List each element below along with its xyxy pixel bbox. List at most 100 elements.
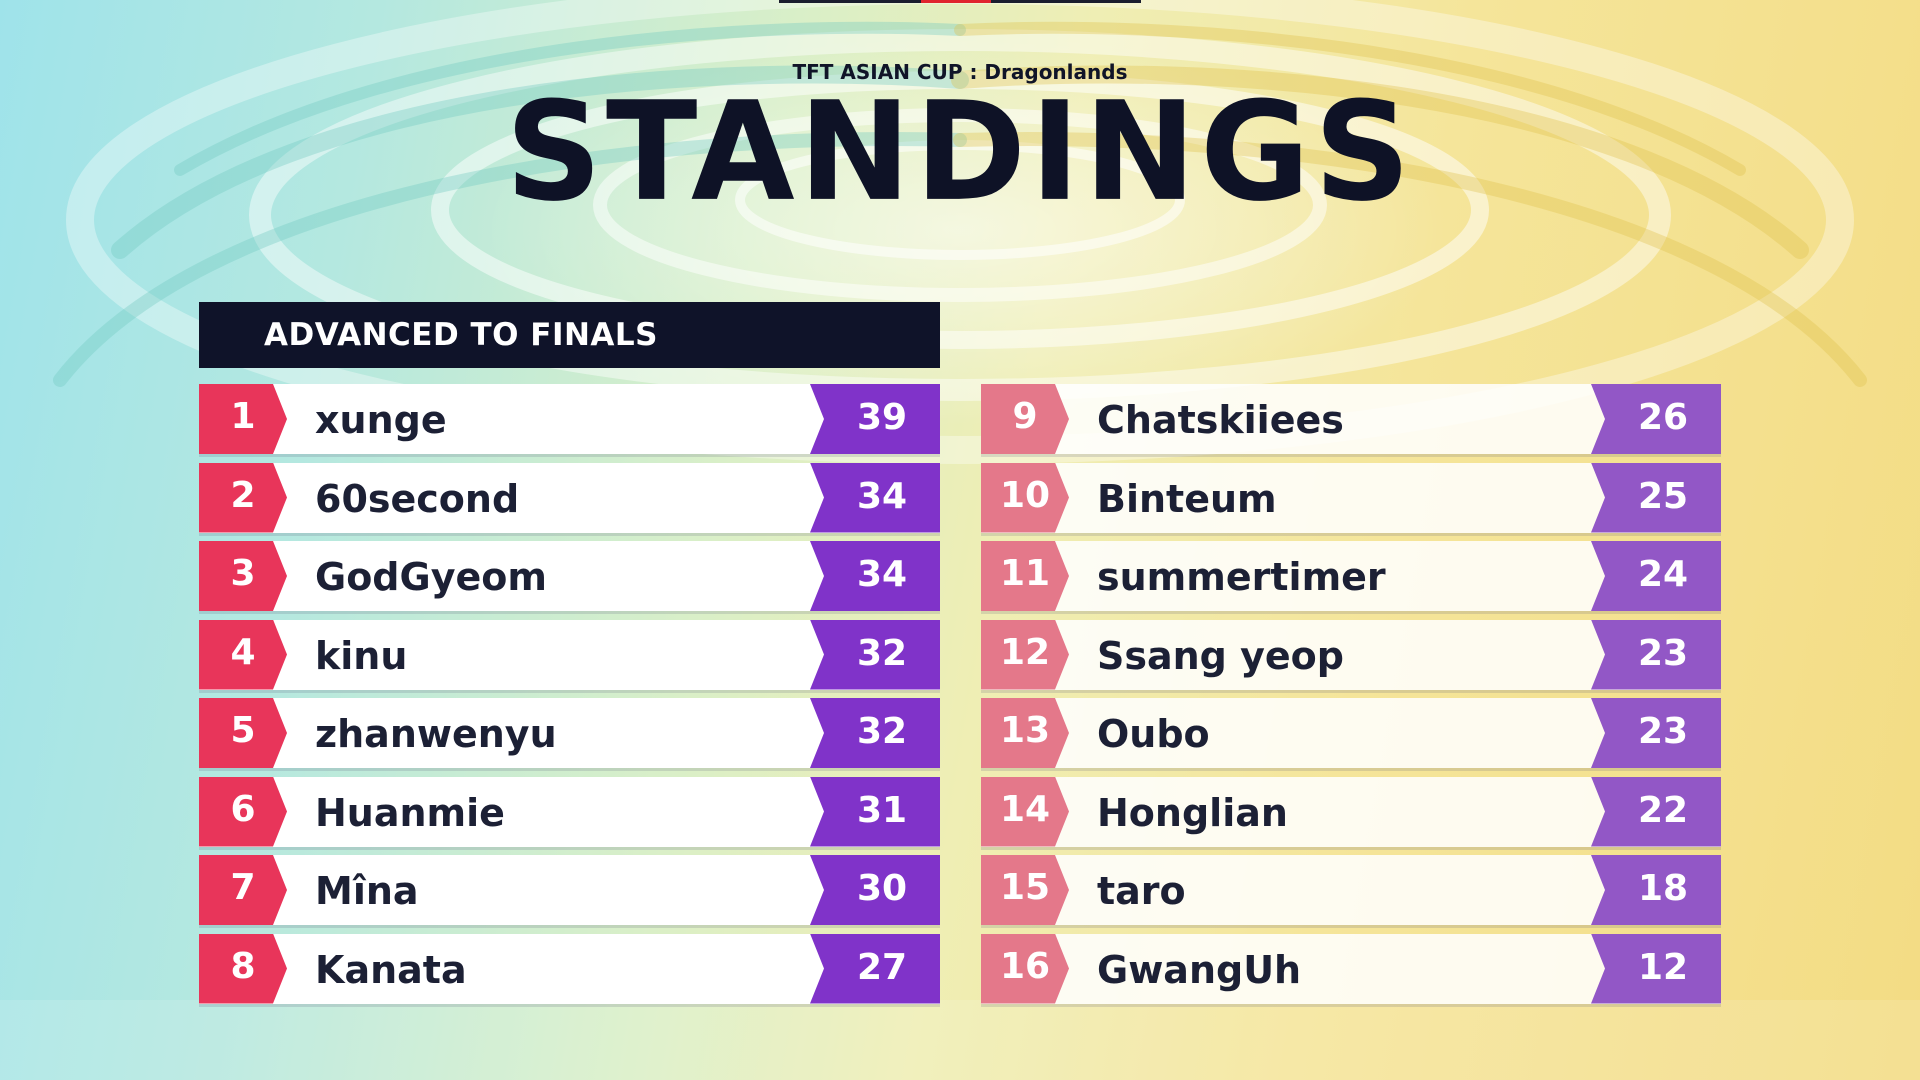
- points-value: 25: [1637, 475, 1689, 517]
- standing-row: 5 zhanwenyu 32: [199, 698, 940, 771]
- points-badge: 39: [810, 384, 940, 454]
- points-badge: 32: [810, 698, 940, 768]
- points-value: 23: [1637, 632, 1689, 674]
- standing-row: 4 kinu 32: [199, 619, 940, 693]
- rank-number: 7: [230, 867, 256, 908]
- rank-badge: 4: [199, 619, 287, 690]
- rank-number: 14: [999, 788, 1051, 830]
- points-value: 32: [856, 632, 908, 674]
- rank-badge: 13: [981, 698, 1069, 768]
- player-name: Kanata: [315, 947, 467, 992]
- rank-badge: 7: [199, 855, 287, 925]
- player-name: GwangUh: [1097, 947, 1302, 992]
- rank-badge: 16: [981, 933, 1069, 1004]
- points-badge: 12: [1591, 933, 1721, 1004]
- player-name: Huanmie: [315, 790, 505, 835]
- player-name: 60second: [315, 476, 520, 521]
- standing-row: 7 Mîna 30: [199, 855, 940, 928]
- points-value: 39: [856, 397, 908, 438]
- points-value: 24: [1637, 554, 1689, 595]
- standing-row: 14 Honglian 22: [981, 776, 1721, 850]
- event-subtitle: TFT ASIAN CUP : Dragonlands: [792, 60, 1128, 84]
- player-name: taro: [1097, 869, 1186, 913]
- standing-row: 6 Huanmie 31: [199, 776, 940, 850]
- standing-row: 16 GwangUh 12: [981, 933, 1721, 1007]
- rank-badge: 15: [981, 855, 1069, 925]
- points-value: 22: [1637, 789, 1689, 831]
- rank-number: 3: [230, 553, 256, 594]
- points-value: 34: [856, 475, 908, 517]
- points-badge: 23: [1591, 619, 1721, 690]
- points-value: 31: [856, 789, 908, 831]
- standing-row: 13 Oubo 23: [981, 698, 1721, 771]
- points-badge: 34: [810, 462, 940, 533]
- points-badge: 18: [1591, 855, 1721, 925]
- player-name: Ssang yeop: [1097, 633, 1344, 678]
- player-name: Binteum: [1097, 476, 1277, 521]
- player-name: zhanwenyu: [315, 712, 557, 756]
- player-name: kinu: [315, 633, 408, 678]
- advanced-to-finals-header: ADVANCED TO FINALS: [199, 302, 940, 368]
- points-badge: 30: [810, 855, 940, 925]
- player-name: Oubo: [1097, 712, 1210, 756]
- player-name: Chatskiiees: [1097, 398, 1344, 442]
- points-badge: 32: [810, 619, 940, 690]
- standing-row: 1 xunge 39: [199, 384, 940, 457]
- points-value: 12: [1637, 946, 1689, 988]
- rank-badge: 11: [981, 541, 1069, 611]
- rank-number: 1: [230, 396, 256, 437]
- points-badge: 34: [810, 541, 940, 611]
- player-name: Mîna: [315, 869, 419, 913]
- rank-number: 6: [230, 788, 256, 830]
- points-badge: 26: [1591, 384, 1721, 454]
- player-name: xunge: [315, 398, 447, 442]
- rank-badge: 9: [981, 384, 1069, 454]
- points-badge: 25: [1591, 462, 1721, 533]
- rank-number: 5: [230, 710, 256, 751]
- player-name: summertimer: [1097, 555, 1386, 599]
- standing-row: 12 Ssang yeop 23: [981, 619, 1721, 693]
- rank-badge: 3: [199, 541, 287, 611]
- rank-badge: 12: [981, 619, 1069, 690]
- rank-number: 9: [1012, 396, 1038, 437]
- rank-badge: 2: [199, 462, 287, 533]
- standing-row: 10 Binteum 25: [981, 462, 1721, 536]
- rank-number: 2: [230, 474, 256, 516]
- rank-number: 12: [999, 631, 1051, 673]
- rank-number: 11: [999, 553, 1051, 594]
- top-accent-bar: [779, 0, 1141, 3]
- section-label: ADVANCED TO FINALS: [263, 317, 659, 353]
- rank-badge: 1: [199, 384, 287, 454]
- standing-row: 8 Kanata 27: [199, 933, 940, 1007]
- rank-number: 8: [230, 945, 256, 987]
- rank-badge: 8: [199, 933, 287, 1004]
- points-value: 23: [1637, 711, 1689, 752]
- page-title: STANDINGS: [505, 72, 1415, 232]
- standing-row: 2 60second 34: [199, 462, 940, 536]
- rank-badge: 14: [981, 776, 1069, 847]
- standing-row: 3 GodGyeom 34: [199, 541, 940, 614]
- points-value: 32: [856, 711, 908, 752]
- rank-badge: 10: [981, 462, 1069, 533]
- player-name: Honglian: [1097, 790, 1288, 835]
- points-value: 34: [856, 554, 908, 595]
- points-badge: 22: [1591, 776, 1721, 847]
- player-name: GodGyeom: [315, 555, 547, 599]
- standing-row: 15 taro 18: [981, 855, 1721, 928]
- rank-badge: 5: [199, 698, 287, 768]
- rank-badge: 6: [199, 776, 287, 847]
- points-value: 26: [1637, 397, 1689, 438]
- rank-number: 10: [999, 474, 1051, 516]
- points-badge: 23: [1591, 698, 1721, 768]
- points-value: 27: [856, 946, 908, 988]
- points-value: 30: [856, 868, 908, 909]
- points-badge: 27: [810, 933, 940, 1004]
- rank-number: 15: [999, 867, 1051, 908]
- standing-row: 11 summertimer 24: [981, 541, 1721, 614]
- points-badge: 31: [810, 776, 940, 847]
- standing-row: 9 Chatskiiees 26: [981, 384, 1721, 457]
- rank-number: 4: [230, 631, 256, 673]
- points-value: 18: [1637, 868, 1689, 909]
- points-badge: 24: [1591, 541, 1721, 611]
- rank-number: 13: [999, 710, 1051, 751]
